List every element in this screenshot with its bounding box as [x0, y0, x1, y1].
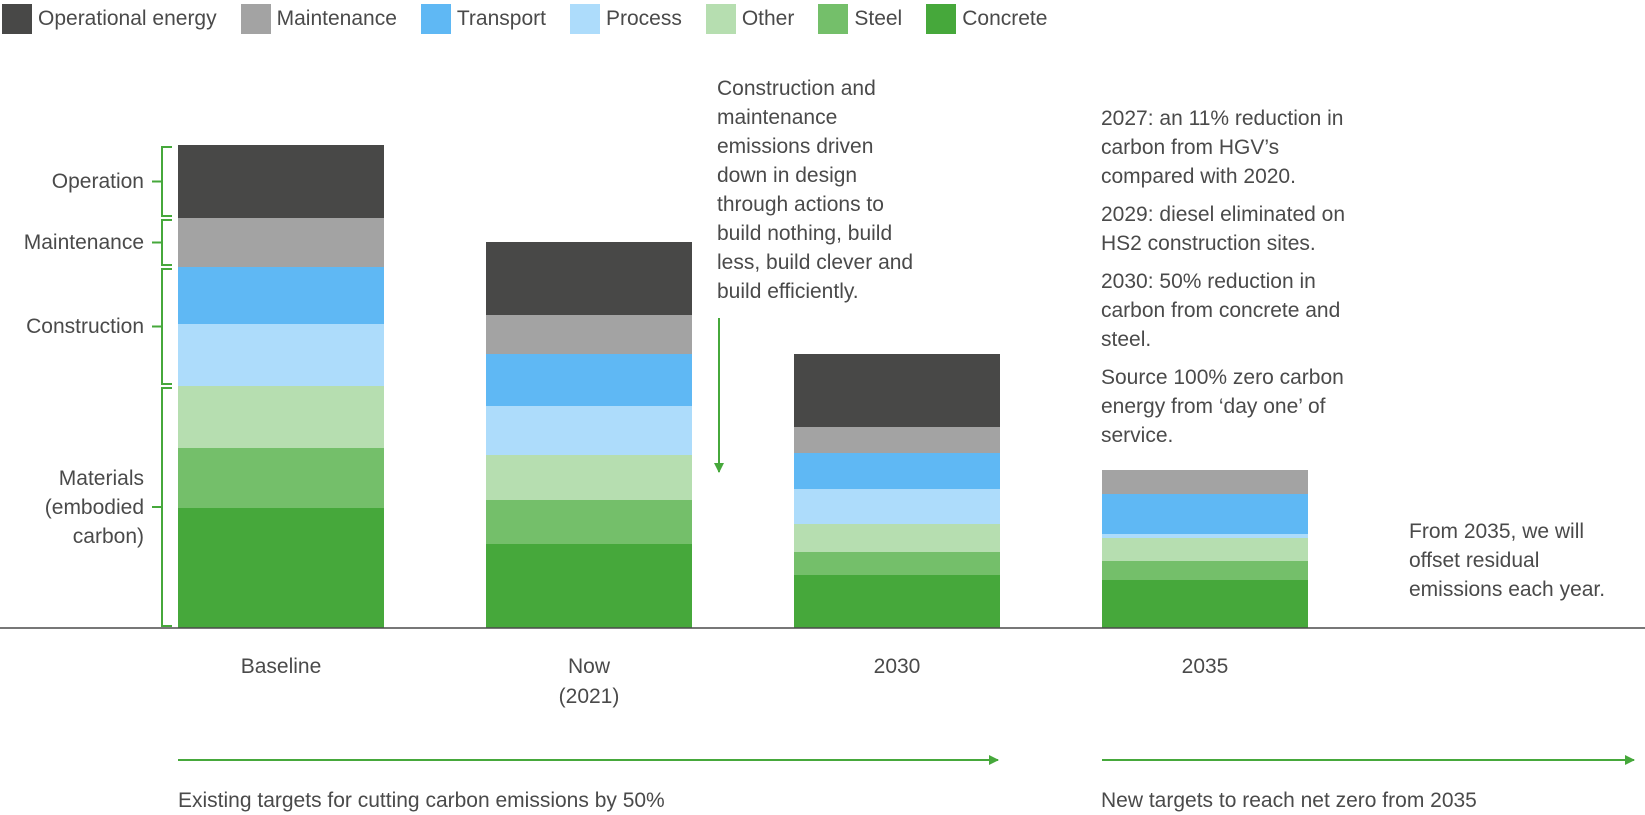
x-tick-label-now-2021: Now (2021)	[558, 655, 620, 708]
legend-swatch	[569, 4, 600, 34]
legend-label: Maintenance	[276, 7, 397, 30]
offset-annotation: From 2035, we will offset residual emiss…	[1409, 520, 1606, 601]
legend-item-other: Other	[705, 4, 795, 34]
bar-segment-other-2035	[1102, 538, 1308, 561]
bar-segment-steel-2030	[794, 552, 1000, 575]
bar-segment-operational-energy-baseline	[178, 145, 384, 218]
bar-segment-operational-energy-2030	[794, 354, 1000, 427]
bar-segment-transport-now-2021	[486, 354, 692, 406]
bracket-maintenance	[152, 219, 172, 266]
brackets-layer	[152, 146, 172, 627]
bar-segment-other-2030	[794, 524, 1000, 552]
milestone-concrete-steel: 2030: 50% reduction in carbon from concr…	[1101, 270, 1341, 351]
bar-segment-process-now-2021	[486, 406, 692, 455]
legend-swatch	[2, 4, 32, 34]
bar-segment-steel-baseline	[178, 448, 384, 508]
x-tick-label-2030: 2030	[873, 655, 921, 678]
bar-segment-concrete-2030	[794, 575, 1000, 628]
milestone-zero-carbon-energy: Source 100% zero carbon energy from ‘day…	[1101, 366, 1344, 447]
legend-swatch	[818, 4, 849, 34]
legend-item-maintenance: Maintenance	[240, 4, 397, 34]
bar-segment-maintenance-2035	[1102, 470, 1308, 494]
bars-layer	[178, 145, 1308, 628]
bar-segment-process-2030	[794, 489, 1000, 524]
bar-segment-maintenance-2030	[794, 427, 1000, 453]
group-label-operation: Operation	[51, 170, 144, 193]
bar-segment-concrete-baseline	[178, 508, 384, 628]
legend-label: Steel	[854, 7, 903, 30]
existing-targets-label: Existing targets for cutting carbon emis…	[178, 789, 665, 812]
bracket-materials-embodied-carbon	[152, 387, 172, 627]
bar-segment-other-baseline	[178, 386, 384, 448]
bracket-operation	[152, 146, 172, 217]
legend-item-steel: Steel	[818, 4, 902, 34]
bar-segment-steel-now-2021	[486, 500, 692, 544]
milestones-annotation: 2027: an 11% reduction in carbon from HG…	[1101, 104, 1371, 450]
chart-legend: Operational energy Maintenance Transport Pr…	[2, 3, 1071, 35]
legend-item-process: Process	[569, 4, 682, 34]
group-label-maintenance: Maintenance	[23, 231, 144, 254]
legend-label: Process	[605, 7, 682, 30]
legend-label: Operational energy	[38, 7, 217, 30]
legend-item-concrete: Concrete	[926, 4, 1047, 34]
bar-segment-maintenance-baseline	[178, 218, 384, 267]
legend-swatch	[926, 4, 957, 34]
legend-label: Transport	[456, 7, 546, 30]
bar-segment-other-now-2021	[486, 455, 692, 500]
group-label-construction: Construction	[26, 315, 144, 338]
group-label-materials-embodied-carbon: Materials (embodied carbon)	[44, 466, 144, 548]
bar-segment-process-baseline	[178, 324, 384, 386]
bar-segment-transport-baseline	[178, 267, 384, 324]
legend-label: Other	[741, 7, 795, 30]
legend-swatch	[420, 4, 451, 34]
bar-segment-steel-2035	[1102, 561, 1308, 580]
design-annotation: Construction and maintenance emissions d…	[717, 77, 914, 303]
legend-swatch	[705, 4, 736, 34]
x-tick-label-2035: 2035	[1181, 655, 1229, 678]
bar-segment-operational-energy-now-2021	[486, 242, 692, 315]
legend-item-operational-energy: Operational energy	[2, 4, 217, 34]
milestone-hgv: 2027: an 11% reduction in carbon from HG…	[1101, 107, 1344, 188]
bar-segment-process-2035	[1102, 534, 1308, 538]
bar-segment-concrete-now-2021	[486, 544, 692, 628]
legend-swatch	[240, 4, 271, 34]
bracket-construction	[152, 268, 172, 385]
bar-segment-maintenance-now-2021	[486, 315, 692, 354]
legend-label: Concrete	[962, 7, 1048, 30]
x-tick-label-baseline: Baseline	[240, 655, 322, 678]
legend-item-transport: Transport	[420, 4, 546, 34]
new-targets-label: New targets to reach net zero from 2035	[1101, 789, 1477, 812]
milestone-diesel: 2029: diesel eliminated on HS2 construct…	[1101, 203, 1346, 255]
bar-segment-transport-2035	[1102, 494, 1308, 534]
bar-segment-concrete-2035	[1102, 580, 1308, 628]
bar-segment-transport-2030	[794, 453, 1000, 489]
